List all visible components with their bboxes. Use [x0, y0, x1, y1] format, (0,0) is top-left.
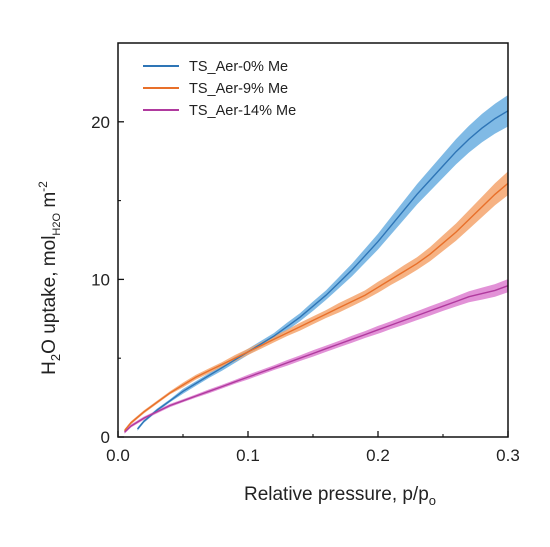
line-series-2 — [124, 285, 509, 433]
x-tick-label: 0.1 — [236, 446, 260, 465]
x-tick-label: 0.3 — [496, 446, 520, 465]
legend-label-0: TS_Aer-0% Me — [189, 59, 288, 75]
x-axis-title-sub: o — [429, 493, 436, 508]
y-title-sub2: 2 — [48, 354, 63, 361]
x-tick-label: 0.0 — [106, 446, 130, 465]
series-lines — [123, 110, 509, 433]
y-tick-label: 10 — [91, 270, 110, 289]
y-title-o-uptake: O uptake, mol — [39, 236, 60, 354]
y-title-exp: -2 — [36, 181, 50, 192]
y-title-m: m — [39, 192, 60, 213]
legend-label-2: TS_Aer-14% Me — [189, 103, 296, 119]
y-tick-label: 0 — [101, 428, 110, 447]
x-tick-label: 0.2 — [366, 446, 390, 465]
legend: TS_Aer-0% Me TS_Aer-9% Me TS_Aer-14% Me — [143, 59, 296, 119]
y-title-h: H — [39, 361, 60, 375]
y-title-sub-h2o: H2O — [51, 213, 63, 236]
y-axis-title: H2O uptake, molH2O m-2 — [36, 181, 63, 375]
uncertainty-bands — [124, 95, 508, 434]
line-series-0 — [136, 110, 509, 430]
legend-label-1: TS_Aer-9% Me — [189, 81, 288, 97]
line-series-1 — [123, 182, 509, 432]
x-ticks: 0.0 0.1 0.2 0.3 — [106, 431, 520, 465]
y-ticks: 0 10 20 — [91, 113, 124, 447]
x-axis-title-main: Relative pressure, p/p — [244, 484, 429, 505]
x-axis-title: Relative pressure, p/po — [244, 484, 436, 508]
y-tick-label: 20 — [91, 113, 110, 132]
band-series-1 — [124, 171, 508, 433]
